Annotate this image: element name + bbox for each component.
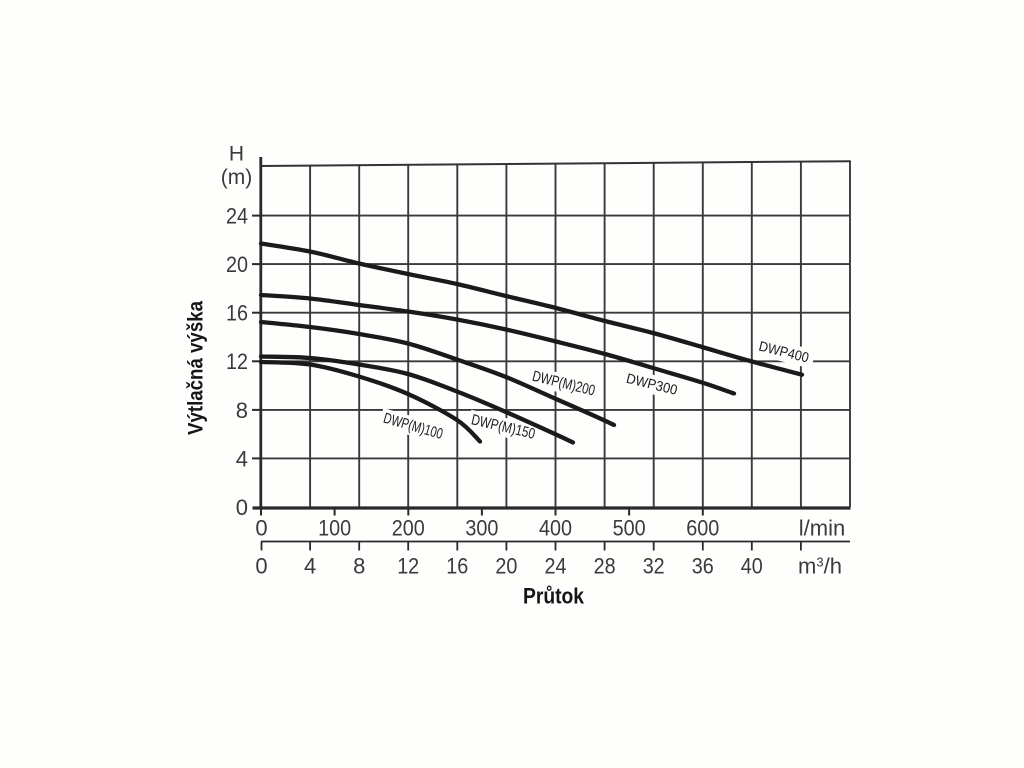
svg-text:24: 24 — [545, 554, 567, 579]
svg-text:28: 28 — [594, 554, 616, 579]
svg-text:20: 20 — [226, 252, 248, 277]
svg-text:Výtlačná výška: Výtlačná výška — [185, 301, 208, 435]
svg-text:300: 300 — [465, 515, 498, 540]
svg-text:400: 400 — [539, 515, 572, 540]
svg-text:(m): (m) — [221, 166, 252, 189]
svg-text:40: 40 — [741, 554, 763, 579]
svg-text:24: 24 — [226, 204, 248, 229]
svg-text:H: H — [229, 143, 244, 166]
svg-text:12: 12 — [226, 349, 248, 374]
svg-text:4: 4 — [236, 446, 248, 471]
svg-text:200: 200 — [392, 515, 425, 540]
svg-text:8: 8 — [353, 554, 365, 579]
svg-text:20: 20 — [495, 554, 517, 579]
svg-text:36: 36 — [692, 554, 714, 579]
svg-text:12: 12 — [397, 554, 419, 579]
svg-text:4: 4 — [304, 554, 316, 579]
svg-text:600: 600 — [686, 515, 719, 540]
svg-text:100: 100 — [318, 515, 351, 540]
svg-text:32: 32 — [643, 554, 665, 579]
svg-text:0: 0 — [236, 495, 248, 520]
svg-text:16: 16 — [226, 301, 248, 326]
svg-text:0: 0 — [255, 554, 267, 579]
svg-text:l/min: l/min — [799, 515, 845, 540]
svg-text:16: 16 — [446, 554, 468, 579]
svg-text:0: 0 — [255, 515, 267, 540]
svg-text:Průtok: Průtok — [523, 584, 585, 609]
svg-text:8: 8 — [236, 398, 248, 423]
svg-text:500: 500 — [613, 515, 646, 540]
